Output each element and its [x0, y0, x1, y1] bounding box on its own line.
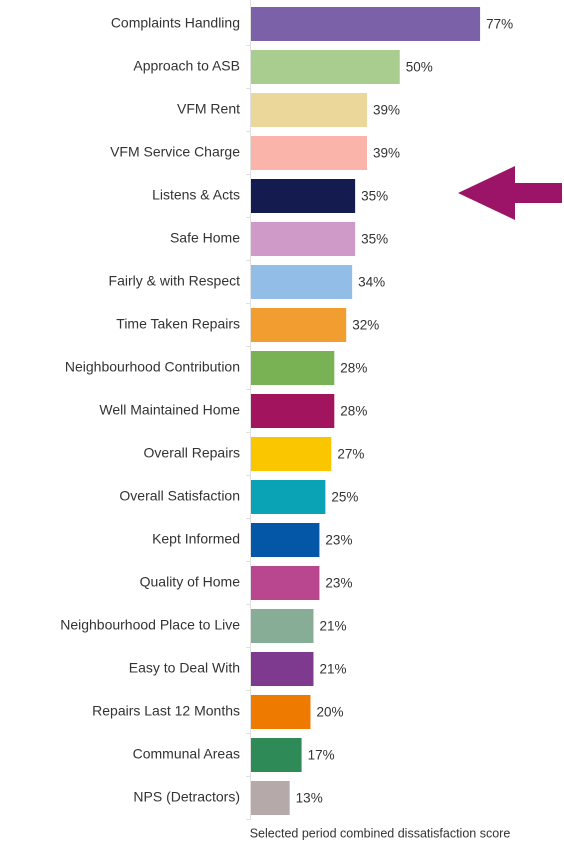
bar: [251, 222, 356, 256]
value-label: 35%: [361, 232, 388, 247]
bar: [251, 781, 290, 815]
bar: [251, 523, 320, 557]
bar: [251, 738, 302, 772]
category-label: Safe Home: [170, 230, 240, 246]
bar: [251, 566, 320, 600]
value-label: 39%: [373, 103, 400, 118]
category-label: Overall Satisfaction: [119, 488, 240, 504]
category-label: Quality of Home: [140, 574, 241, 590]
category-label: Neighbourhood Place to Live: [60, 617, 240, 633]
bar: [251, 93, 368, 127]
category-label: Communal Areas: [133, 746, 240, 762]
bar: [251, 437, 332, 471]
category-label: Overall Repairs: [144, 445, 240, 461]
category-label: VFM Service Charge: [110, 144, 240, 160]
category-label: Repairs Last 12 Months: [92, 703, 240, 719]
category-label: Listens & Acts: [152, 187, 240, 203]
value-label: 28%: [340, 404, 367, 419]
arrow: [458, 166, 562, 220]
category-label: Complaints Handling: [111, 15, 240, 31]
value-label: 23%: [325, 533, 352, 548]
value-label: 39%: [373, 146, 400, 161]
x-axis-label: Selected period combined dissatisfaction…: [250, 826, 511, 840]
bar: [251, 265, 353, 299]
category-label: NPS (Detractors): [133, 789, 240, 805]
category-label: Easy to Deal With: [129, 660, 240, 676]
value-label: 28%: [340, 361, 367, 376]
value-label: 21%: [319, 619, 346, 634]
bar: [251, 609, 314, 643]
value-label: 77%: [486, 17, 513, 32]
bar: [251, 351, 335, 385]
value-label: 17%: [308, 748, 335, 763]
bar: [251, 50, 400, 84]
value-label: 25%: [331, 490, 358, 505]
category-label: VFM Rent: [177, 101, 240, 117]
bar: [251, 136, 368, 170]
value-label: 32%: [352, 318, 379, 333]
category-label: Time Taken Repairs: [116, 316, 240, 332]
bar: [251, 7, 481, 41]
value-label: 23%: [325, 576, 352, 591]
value-label: 50%: [406, 60, 433, 75]
bar: [251, 480, 326, 514]
bar: [251, 179, 356, 213]
bar: [251, 308, 347, 342]
value-label: 21%: [319, 662, 346, 677]
category-label: Well Maintained Home: [99, 402, 240, 418]
bar: [251, 652, 314, 686]
category-label: Neighbourhood Contribution: [65, 359, 240, 375]
value-label: 13%: [296, 791, 323, 806]
bar: [251, 695, 311, 729]
value-label: 34%: [358, 275, 385, 290]
value-label: 27%: [337, 447, 364, 462]
value-label: 35%: [361, 189, 388, 204]
category-label: Kept Informed: [152, 531, 240, 547]
category-label: Fairly & with Respect: [109, 273, 241, 289]
category-label: Approach to ASB: [133, 58, 240, 74]
bar: [251, 394, 335, 428]
value-label: 20%: [317, 705, 344, 720]
